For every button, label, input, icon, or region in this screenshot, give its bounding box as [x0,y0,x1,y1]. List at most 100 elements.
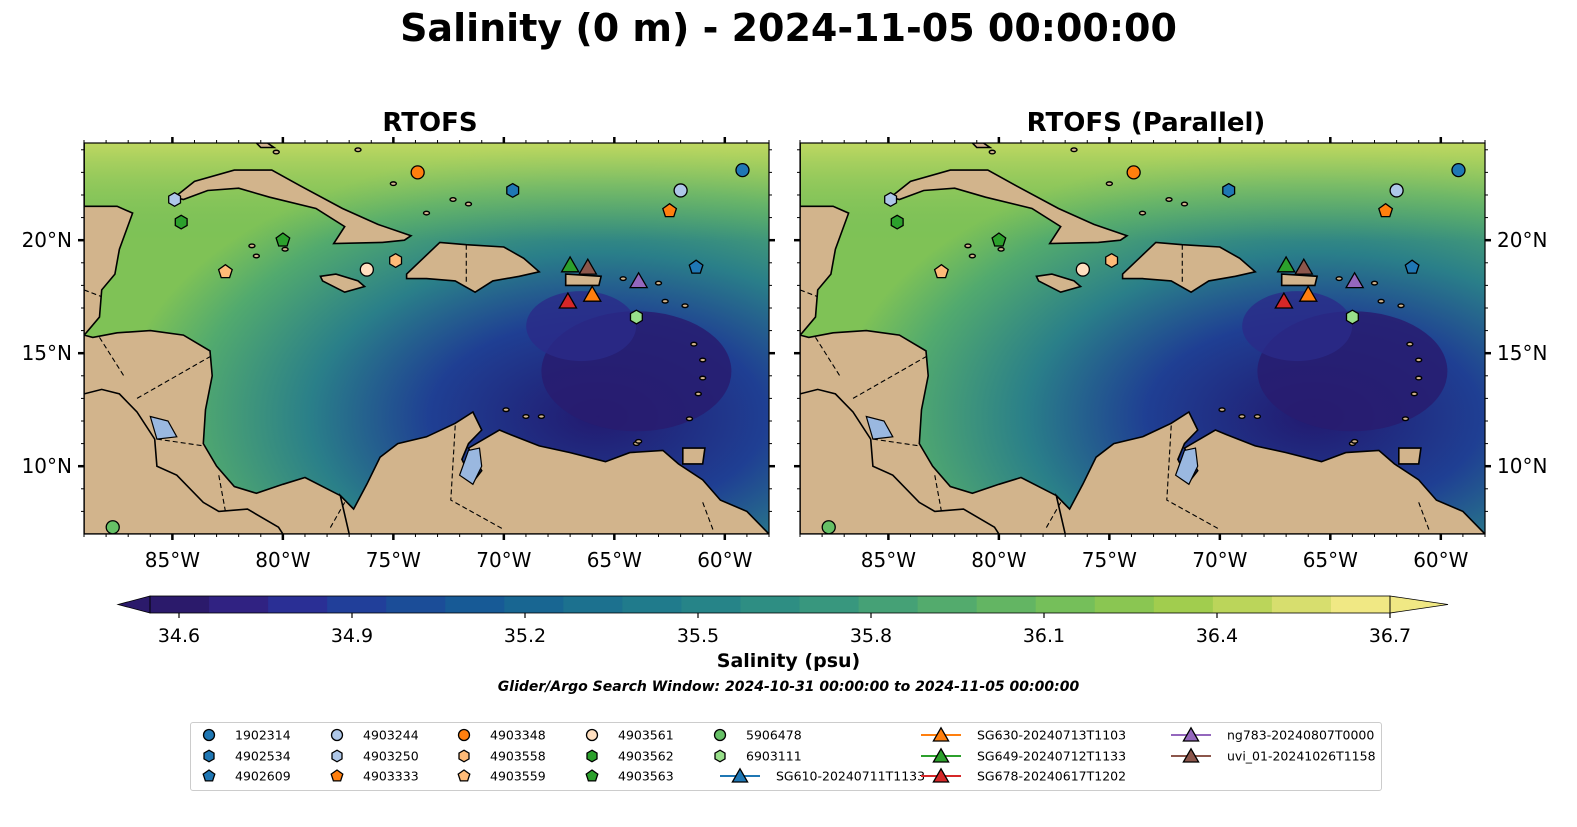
island-9 [389,181,398,187]
platform-SG630-20240713T1103 [1298,284,1318,302]
island-19 [1350,438,1359,444]
island-6 [654,280,663,286]
border-7 [1418,502,1431,532]
platform-4903250 [168,191,182,208]
platform-SG678-20240617T1202 [1274,291,1294,309]
legend-label: 4903561 [618,728,674,743]
legend-label: SG630-20240713T1103 [977,728,1126,743]
legend-label: 4903333 [363,769,419,784]
platform-4903562 [174,214,188,230]
xtick-label: 70°W [1192,548,1247,572]
island-6 [1370,280,1379,286]
island-7 [661,298,669,304]
colorbar-segment [209,596,269,613]
platform-SG630-20240713T1103 [582,284,602,302]
low-salinity-eddy [1242,291,1353,362]
lake-maracaibo [458,447,483,486]
land-cuba [888,169,1129,245]
colorbar-tick-label: 35.5 [677,625,719,647]
legend-entry: ng783-20240807T0000 [1171,726,1374,743]
legend-marker [586,749,598,763]
legend-marker [932,747,950,763]
platform-4903558 [389,252,403,269]
island-3 [1415,375,1423,381]
platform-4903333 [662,202,678,218]
ytick-label: 20°N [22,228,72,252]
island-15 [502,407,510,413]
land-trinidad [1398,447,1422,465]
ytick-label: 20°N [1497,228,1547,252]
legend-marker [932,767,950,783]
colorbar-segment [445,596,505,613]
legend-entry: 4903561 [585,728,674,743]
island-17 [537,413,546,419]
legend-marker [585,728,599,742]
ytick-label: 15°N [22,341,72,365]
island-7 [1377,298,1385,304]
legend-entry: 4903563 [585,769,674,784]
xtick-label: 65°W [587,548,642,572]
land-jamaica [319,273,367,294]
legend-entry: uvi_01-20241026T1158 [1171,747,1376,764]
legend-entry: 4903348 [457,728,546,743]
platform-uvi_01-20241026T1158 [578,257,598,275]
island-23 [248,243,256,249]
colorbar-segment [1035,596,1096,613]
colorbar-segment [563,596,623,613]
border-4 [934,475,942,512]
platform-4903244 [1389,183,1404,198]
platform-4903561 [359,262,374,277]
colorbar-segment [1153,596,1214,613]
island-2 [1415,357,1423,363]
platform-SG649-20240712T1133 [1276,255,1296,273]
border-5 [328,502,346,530]
ytick-label: 15°N [1497,341,1547,365]
platform-4903348 [1126,165,1141,180]
legend-label: 4903348 [490,728,546,743]
colorbar-segment [504,596,564,613]
island-2 [699,357,707,363]
platform-4903559 [933,263,949,279]
colorbar-segment [681,596,742,613]
legend-marker [203,749,215,763]
platform-6903111 [1345,309,1359,325]
land-jamaica [1035,273,1083,294]
land-hispaniola [1121,241,1257,294]
colorbar-segment [1094,596,1155,613]
platform-4903348 [410,165,425,180]
platform-uvi_01-20241026T1158 [1294,257,1314,275]
island-13 [449,197,457,203]
platform-ng783-20240807T0000 [628,271,649,289]
search-window-text: Glider/Argo Search Window: 2024-10-31 00… [497,679,1080,695]
island-5 [1401,416,1410,422]
colorbar-tick-label: 36.7 [1369,625,1411,647]
colorbar-frame [149,595,1391,614]
island-22 [968,253,977,259]
land-south-america [338,410,769,534]
xtick-label: 80°W [255,548,310,572]
island-19 [634,438,643,444]
legend-label: 4903562 [618,749,674,764]
colorbar-label: Salinity (psu) [716,650,861,672]
island-4 [1410,391,1418,397]
island-16 [1238,413,1246,419]
legend-label: 4903563 [618,769,674,784]
legend-entry: SG630-20240713T1103 [921,726,1126,743]
legend-entry: 4903559 [457,769,546,784]
legend-entry: 1902314 [202,728,291,743]
island-12 [1138,210,1147,216]
land-trinidad [682,447,706,465]
platform-4902534 [1222,182,1236,199]
land-florida [971,143,993,149]
platform-5906478 [821,520,836,535]
legend-entry: 4903562 [586,749,674,764]
island-17 [1253,413,1262,419]
island-13 [1165,197,1173,203]
colorbar-segment [150,596,210,613]
legend-marker [458,749,470,763]
legend-entry: SG610-20240711T1133 [720,767,925,784]
platform-4902609 [1404,259,1420,274]
platform-4903561 [1075,262,1090,277]
island-0 [681,303,689,309]
